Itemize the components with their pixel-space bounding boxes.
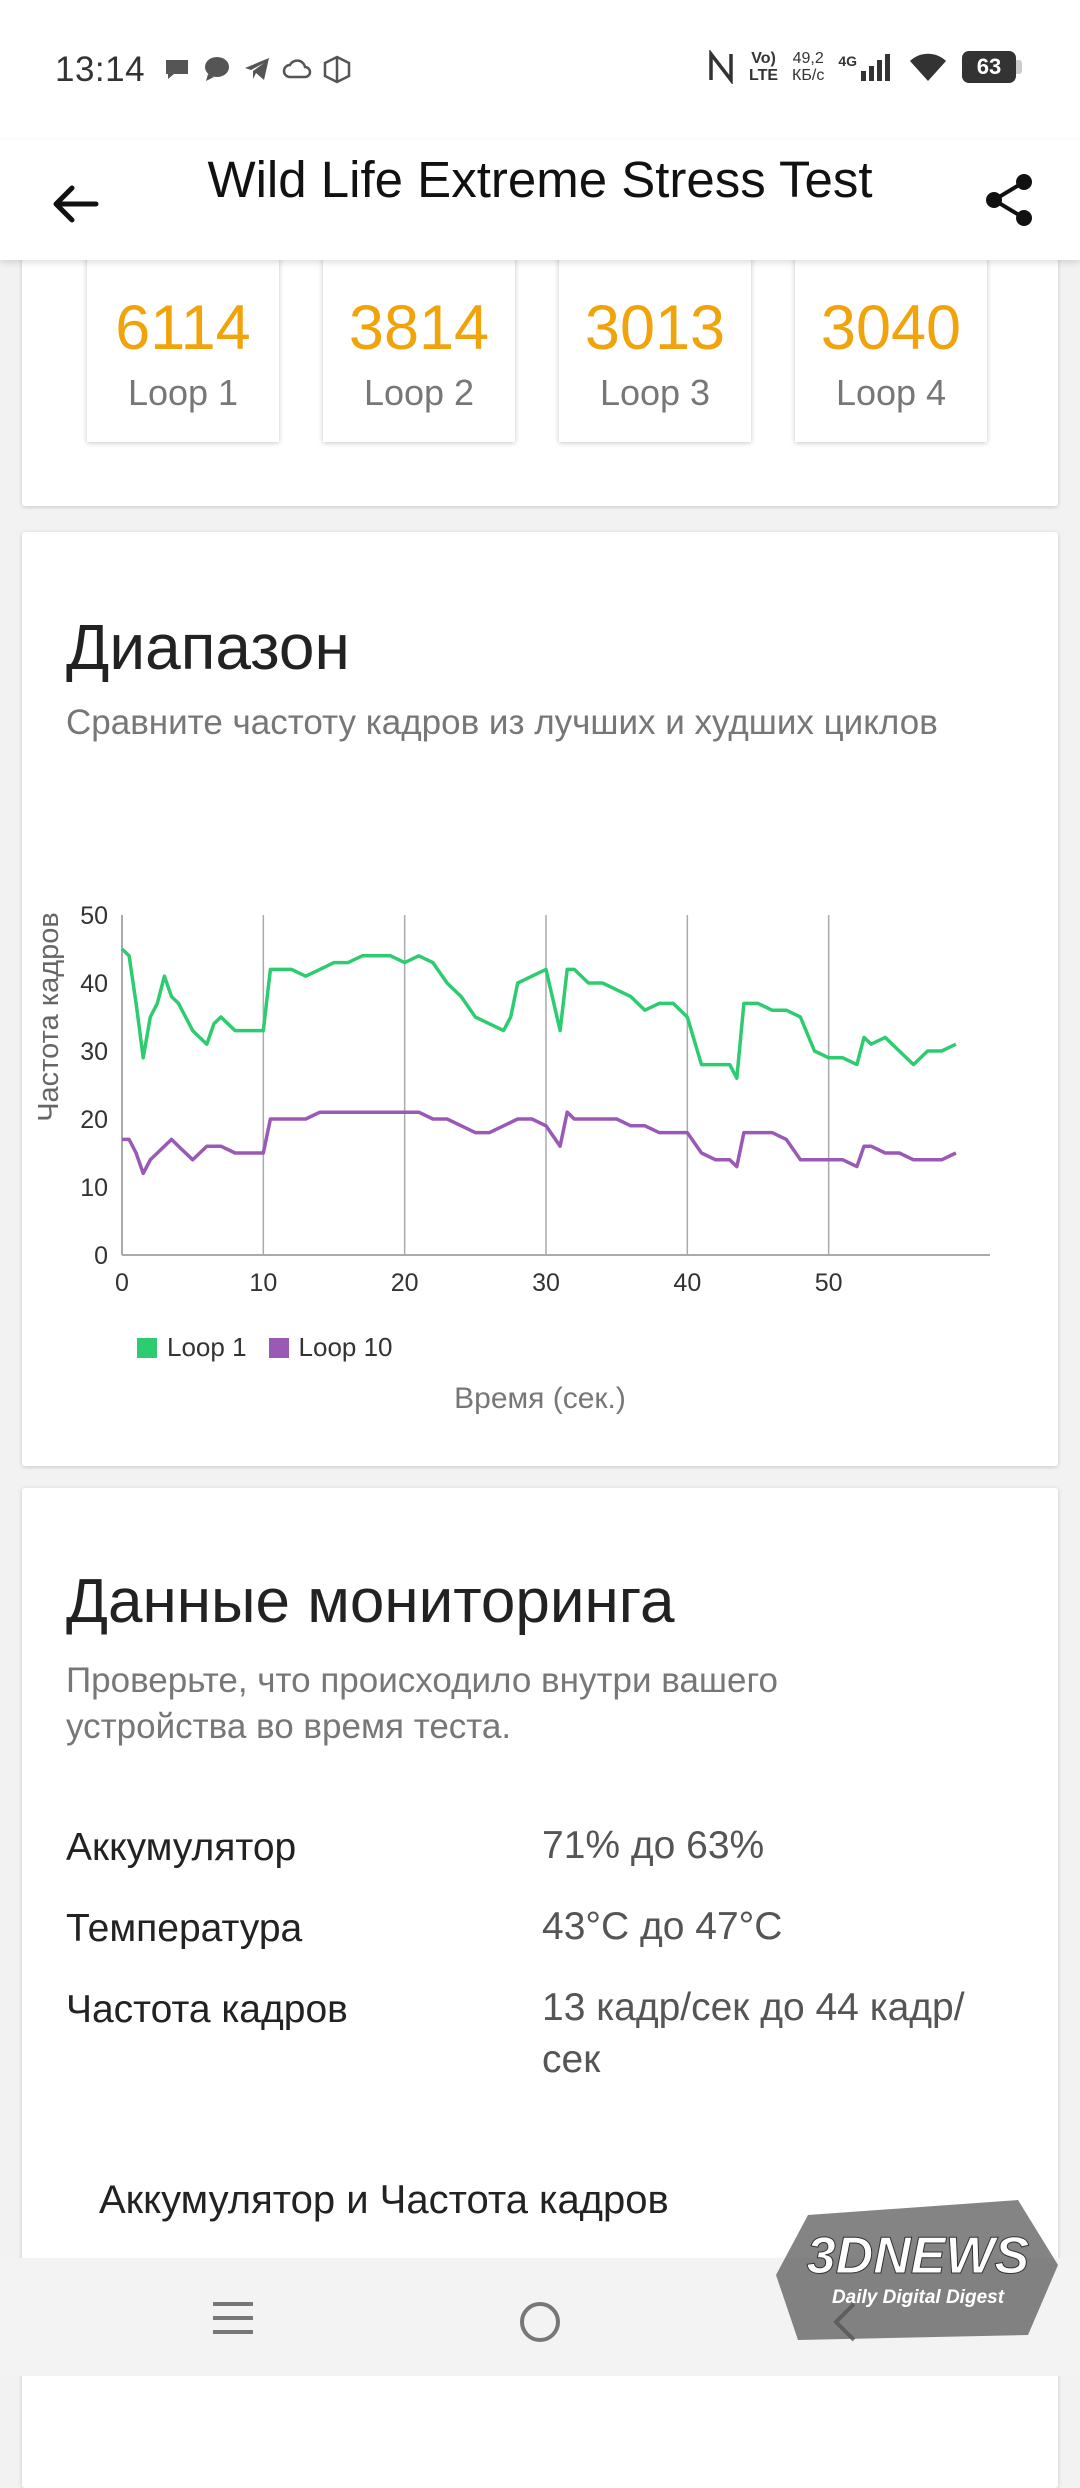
loop-scores-card: 6114 Loop 1 3814 Loop 2 3013 Loop 3 3040…	[22, 230, 1058, 506]
range-card: Диапазон Сравните частоту кадров из лучш…	[22, 532, 1058, 1466]
legend-swatch-loop10	[268, 1337, 289, 1358]
monitoring-description: Проверьте, что происходило внутри вашего…	[66, 1661, 778, 1746]
y-axis-label: Частота кадров	[33, 912, 65, 1122]
loop-score-2[interactable]: 3814 Loop 2	[323, 230, 515, 442]
3dnews-watermark-logo: 3DNEWS Daily Digital Digest	[776, 2200, 1058, 2340]
x-tick-label: 50	[815, 1269, 843, 1297]
loop-score-label: Loop 3	[599, 372, 711, 413]
series-line-loop10	[122, 1110, 957, 1176]
network-speed: 49,2 КБ/с	[792, 50, 825, 84]
x-tick-label: 30	[532, 1269, 560, 1297]
share-icon[interactable]	[980, 170, 1040, 230]
home-circle-icon[interactable]	[510, 2292, 570, 2352]
battery-framerate-heading[interactable]: Аккумулятор и Частота кадров	[99, 2178, 669, 2222]
range-description: Сравните частоту кадров из лучших и худш…	[66, 703, 938, 742]
legend-label-loop10: Loop 10	[298, 1332, 393, 1362]
cell-signal-icon: 4G	[838, 53, 894, 81]
monitor-label: Аккумулятор	[66, 1826, 297, 1869]
watermark-brand: 3DNEWS	[807, 2227, 1030, 2285]
loop-score-value: 3040	[820, 293, 962, 363]
wifi-icon	[910, 53, 946, 81]
x-tick-label: 0	[115, 1269, 129, 1297]
y-tick-label: 40	[80, 970, 108, 998]
series-line-loop1	[120, 947, 957, 1080]
chart-legend: Loop 1 Loop 10	[137, 1332, 393, 1363]
legend-swatch-loop1	[137, 1337, 157, 1358]
app-bar	[0, 140, 1080, 260]
loop-score-3[interactable]: 3013 Loop 3	[559, 230, 751, 442]
telegram-icon	[245, 58, 269, 80]
monitor-label: Частота кадров	[66, 1988, 348, 2031]
chat-bubble-icon	[166, 60, 188, 79]
loop-score-value: 3013	[584, 293, 726, 363]
loop-score-value: 3814	[348, 293, 490, 363]
cloud-icon	[282, 59, 312, 79]
recents-menu-icon[interactable]	[205, 2296, 265, 2340]
page-title: Wild Life Extreme Stress Test	[207, 151, 873, 208]
notification-icons	[162, 54, 352, 84]
y-tick-label: 50	[80, 902, 108, 930]
x-tick-label: 20	[391, 1269, 419, 1297]
status-time: 13:14	[55, 50, 146, 89]
message-icon	[205, 57, 229, 81]
loop-score-label: Loop 2	[363, 372, 475, 413]
y-tick-label: 20	[80, 1106, 108, 1134]
y-tick-label: 30	[80, 1038, 108, 1066]
back-arrow-icon[interactable]	[48, 176, 104, 232]
app-box-icon	[323, 55, 351, 84]
loop-score-4[interactable]: 3040 Loop 4	[795, 230, 987, 442]
nfc-icon	[709, 50, 733, 84]
fps-chart: 0 10 20 30 40 50 0 10 20 30 40 50 Частота кадров	[33, 902, 990, 1297]
x-tick-label: 10	[249, 1269, 277, 1297]
volte-indicator: Vo) LTE	[749, 50, 779, 84]
loop-score-label: Loop 1	[127, 372, 239, 413]
legend-label-loop1: Loop 1	[167, 1332, 247, 1362]
loop-score-value: 6114	[115, 293, 251, 363]
range-title: Диапазон	[66, 611, 350, 683]
x-axis-label: Время (сек.)	[454, 1382, 626, 1415]
watermark-tagline: Daily Digital Digest	[832, 2287, 1005, 2308]
y-tick-label: 0	[94, 1242, 108, 1270]
monitor-value: 71% до 63%	[542, 1824, 765, 1867]
battery-icon: 63	[962, 51, 1022, 83]
system-status: Vo) LTE 49,2 КБ/с 4G 63	[707, 50, 1022, 84]
y-tick-label: 10	[80, 1174, 108, 1202]
loop-score-1[interactable]: 6114 Loop 1	[87, 230, 279, 442]
status-bar: 13:14 Vo) LTE 49,2 КБ/с 4G 63	[0, 0, 1080, 140]
monitor-value: 13 кадр/сек до 44 кадр/сек	[542, 1986, 965, 2081]
monitor-value: 43°C до 47°C	[542, 1905, 783, 1948]
monitoring-title: Данные мониторинга	[66, 1567, 675, 1636]
loop-score-label: Loop 4	[835, 372, 947, 413]
monitor-label: Температура	[66, 1907, 303, 1950]
x-tick-label: 40	[673, 1269, 701, 1297]
